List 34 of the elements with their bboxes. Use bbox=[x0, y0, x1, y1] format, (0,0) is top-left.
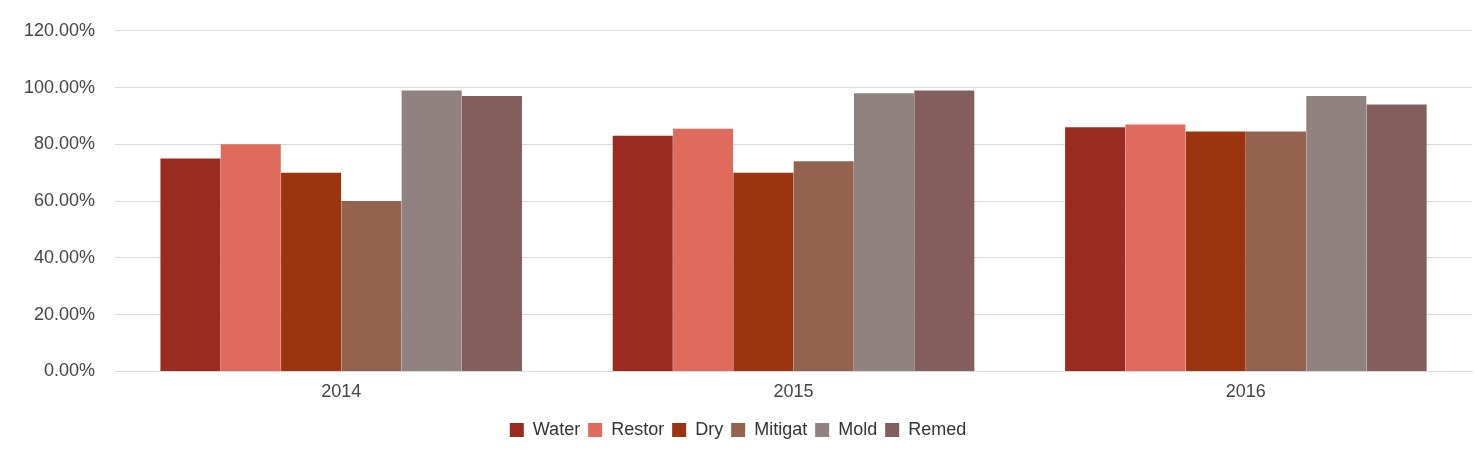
bar bbox=[1065, 127, 1126, 371]
x-tick-label: 2015 bbox=[773, 381, 814, 402]
y-tick-label: 80.00% bbox=[34, 133, 96, 154]
legend-label: Water bbox=[532, 418, 581, 439]
y-tick-label: 60.00% bbox=[34, 190, 96, 211]
legend-label: Remed bbox=[908, 418, 967, 439]
legend-label: Restor bbox=[611, 418, 665, 439]
x-tick-label: 2014 bbox=[321, 381, 362, 402]
bar bbox=[1245, 131, 1306, 371]
legend-label: Dry bbox=[695, 418, 724, 439]
bar bbox=[793, 161, 854, 371]
bar bbox=[1306, 96, 1367, 371]
bar bbox=[853, 93, 914, 371]
bar bbox=[612, 135, 673, 371]
bar bbox=[461, 96, 522, 371]
y-tick-label: 40.00% bbox=[34, 246, 96, 267]
bar bbox=[673, 128, 734, 371]
bar bbox=[733, 172, 794, 371]
bar bbox=[341, 201, 402, 371]
bar bbox=[1185, 131, 1246, 371]
bar bbox=[1366, 104, 1427, 371]
y-tick-label: 120.00% bbox=[24, 19, 96, 40]
legend-label: Mold bbox=[838, 418, 878, 439]
bar bbox=[220, 144, 281, 371]
bar bbox=[1125, 124, 1186, 371]
bar bbox=[401, 90, 462, 371]
bar bbox=[160, 158, 221, 371]
legend-label: Mitigat bbox=[754, 418, 808, 439]
y-tick-label: 0.00% bbox=[44, 360, 96, 381]
y-tick-label: 20.00% bbox=[34, 303, 96, 324]
bar bbox=[281, 172, 342, 371]
y-tick-label: 100.00% bbox=[24, 76, 96, 97]
bar bbox=[914, 90, 975, 371]
x-tick-label: 2016 bbox=[1225, 381, 1266, 402]
